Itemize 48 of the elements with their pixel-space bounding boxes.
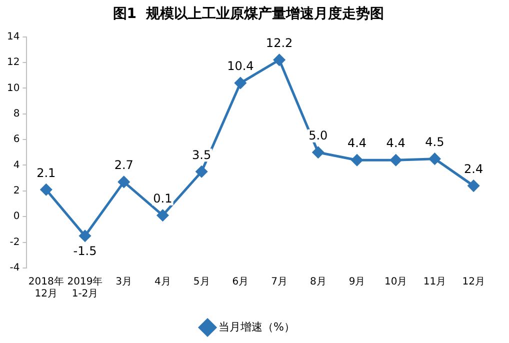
x-tick-label: 10月	[384, 276, 408, 288]
data-label: 2.1	[36, 166, 56, 180]
y-tick-label: 14	[6, 31, 20, 42]
data-label: 10.4	[227, 59, 254, 74]
point	[40, 184, 52, 196]
x-tick-label: 8月	[310, 276, 326, 288]
point	[118, 176, 130, 188]
legend-label: 当月增速（%）	[218, 320, 295, 334]
data-label: 4.5	[425, 134, 444, 149]
data-label: 12.2	[266, 36, 293, 50]
point	[351, 154, 363, 166]
data-label: 5.0	[308, 128, 328, 143]
point	[312, 146, 324, 158]
y-tick-label: 2	[13, 186, 20, 197]
chart-title: 图1 规模以上工业原煤产量增速月度走势图	[112, 5, 384, 22]
y-tick-label: 10	[6, 82, 20, 94]
data-label: 4.4	[386, 136, 406, 150]
point	[234, 77, 246, 89]
y-tick-label: -4	[10, 262, 20, 274]
data-label: 0.1	[153, 191, 172, 206]
y-tick-label: 12	[6, 57, 20, 68]
x-tick-label: 12月	[462, 276, 485, 288]
x-tick-label: 9月	[348, 276, 366, 288]
point	[79, 230, 91, 242]
y-tick-label: 4	[13, 160, 20, 171]
y-tick-label: 6	[13, 134, 20, 146]
data-label: 2.7	[114, 158, 134, 172]
point	[390, 154, 402, 166]
x-tick-label: 3月	[116, 276, 132, 288]
x-tick-label: 7月	[271, 276, 288, 288]
data-label: 3.5	[192, 148, 212, 162]
x-tick-label: 2018年 12月	[28, 276, 64, 300]
point	[468, 180, 480, 192]
y-tick-label: 8	[13, 108, 20, 120]
point	[428, 153, 440, 165]
x-tick-label: 4月	[154, 276, 171, 288]
point	[196, 166, 208, 178]
y-tick-label: 0	[13, 211, 20, 222]
data-label: 4.4	[347, 136, 367, 150]
x-tick-label: 5月	[193, 276, 210, 288]
data-label: 2.4	[464, 162, 484, 176]
x-tick-label: 6月	[232, 276, 249, 288]
x-tick-label: 2019年 1-2月	[67, 276, 103, 300]
point	[156, 210, 168, 222]
y-tick-label: -2	[10, 236, 20, 248]
point	[274, 54, 286, 66]
x-tick-label: 11月	[423, 276, 446, 288]
data-label: -1.5	[73, 244, 97, 258]
